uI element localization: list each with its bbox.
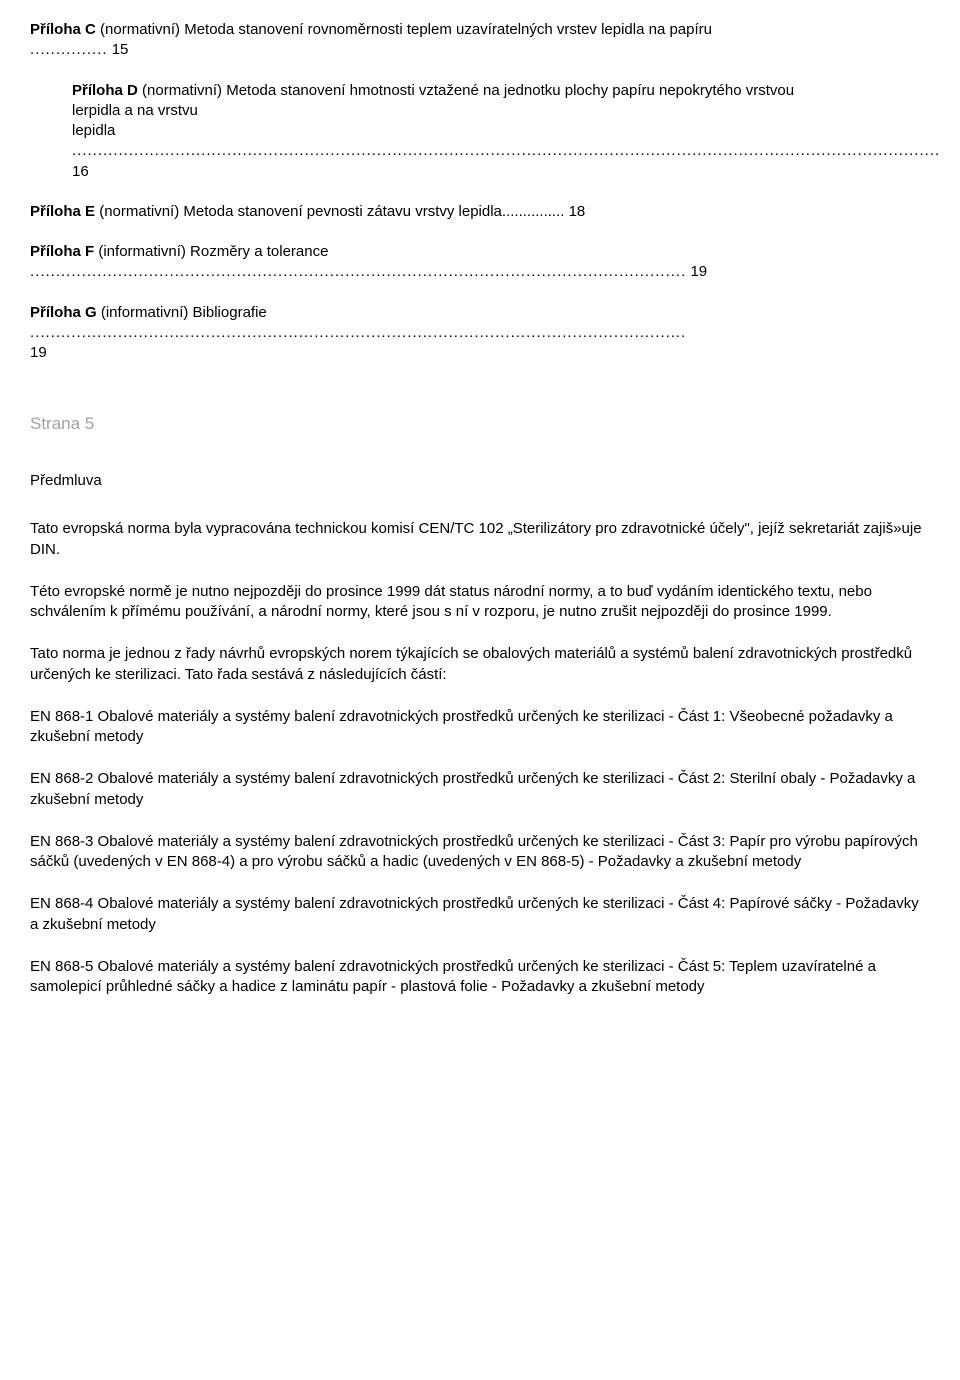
toc-rest: (informativní) Rozměry a tolerance — [94, 243, 328, 260]
toc-page: 19 — [30, 343, 930, 363]
toc-dots: ........................................… — [30, 263, 686, 280]
toc-entry-d: Příloha D (normativní) Metoda stanovení … — [30, 81, 930, 182]
paragraph-6: EN 868-3 Obalové materiály a systémy bal… — [30, 832, 930, 873]
toc-line: Příloha G (informativní) Bibliografie — [30, 303, 930, 323]
toc-page: 18 — [569, 203, 586, 220]
paragraph-3: Tato norma je jednou z řady návrhů evrop… — [30, 644, 930, 685]
toc-dots-line: ........................................… — [72, 141, 930, 161]
toc-line: Příloha E (normativní) Metoda stanovení … — [30, 202, 930, 222]
toc-line3: lepidla — [72, 121, 930, 141]
toc-line: Příloha F (informativní) Rozměry a toler… — [30, 242, 930, 262]
toc-page-line: ........................................… — [30, 262, 930, 282]
toc-prefix: Příloha D — [72, 82, 138, 99]
paragraph-8: EN 868-5 Obalové materiály a systémy bal… — [30, 957, 930, 998]
toc-page-line: ........................................… — [30, 323, 930, 343]
toc-page: 16 — [72, 162, 930, 182]
toc-entry-f: Příloha F (informativní) Rozměry a toler… — [30, 242, 930, 283]
toc-entry-g: Příloha G (informativní) Bibliografie ..… — [30, 303, 930, 364]
toc-prefix: Příloha C — [30, 21, 96, 38]
toc-rest: (normativní) Metoda stanovení pevnosti z… — [95, 203, 502, 220]
toc-dots: ............... — [30, 41, 108, 58]
toc-page: 19 — [690, 263, 707, 280]
toc-page-line: ............... 15 — [30, 40, 930, 60]
toc-line2: lerpidla a na vrstvu — [72, 101, 930, 121]
toc-prefix: Příloha G — [30, 304, 97, 321]
toc-rest: (normativní) Metoda stanovení rovnoměrno… — [96, 21, 712, 38]
page-marker: Strana 5 — [30, 413, 930, 436]
toc-line: Příloha C (normativní) Metoda stanovení … — [30, 20, 930, 40]
toc-line: Příloha D (normativní) Metoda stanovení … — [72, 81, 930, 101]
paragraph-5: EN 868-2 Obalové materiály a systémy bal… — [30, 769, 930, 810]
paragraph-7: EN 868-4 Obalové materiály a systémy bal… — [30, 894, 930, 935]
paragraph-1: Tato evropská norma byla vypracována tec… — [30, 519, 930, 560]
toc-entry-c: Příloha C (normativní) Metoda stanovení … — [30, 20, 930, 61]
toc-rest: (normativní) Metoda stanovení hmotnosti … — [138, 82, 794, 99]
toc-prefix: Příloha F — [30, 243, 94, 260]
toc-page: 15 — [112, 41, 129, 58]
toc-prefix: Příloha E — [30, 203, 95, 220]
paragraph-2: Této evropské normě je nutno nejpozději … — [30, 582, 930, 623]
toc-rest: (informativní) Bibliografie — [97, 304, 267, 321]
toc-dots: ............... — [502, 203, 565, 220]
section-title-predmluva: Předmluva — [30, 471, 930, 491]
toc-entry-e: Příloha E (normativní) Metoda stanovení … — [30, 202, 930, 222]
paragraph-4: EN 868-1 Obalové materiály a systémy bal… — [30, 707, 930, 748]
toc-dots: ........................................… — [72, 142, 940, 159]
toc-dots: ........................................… — [30, 324, 686, 341]
